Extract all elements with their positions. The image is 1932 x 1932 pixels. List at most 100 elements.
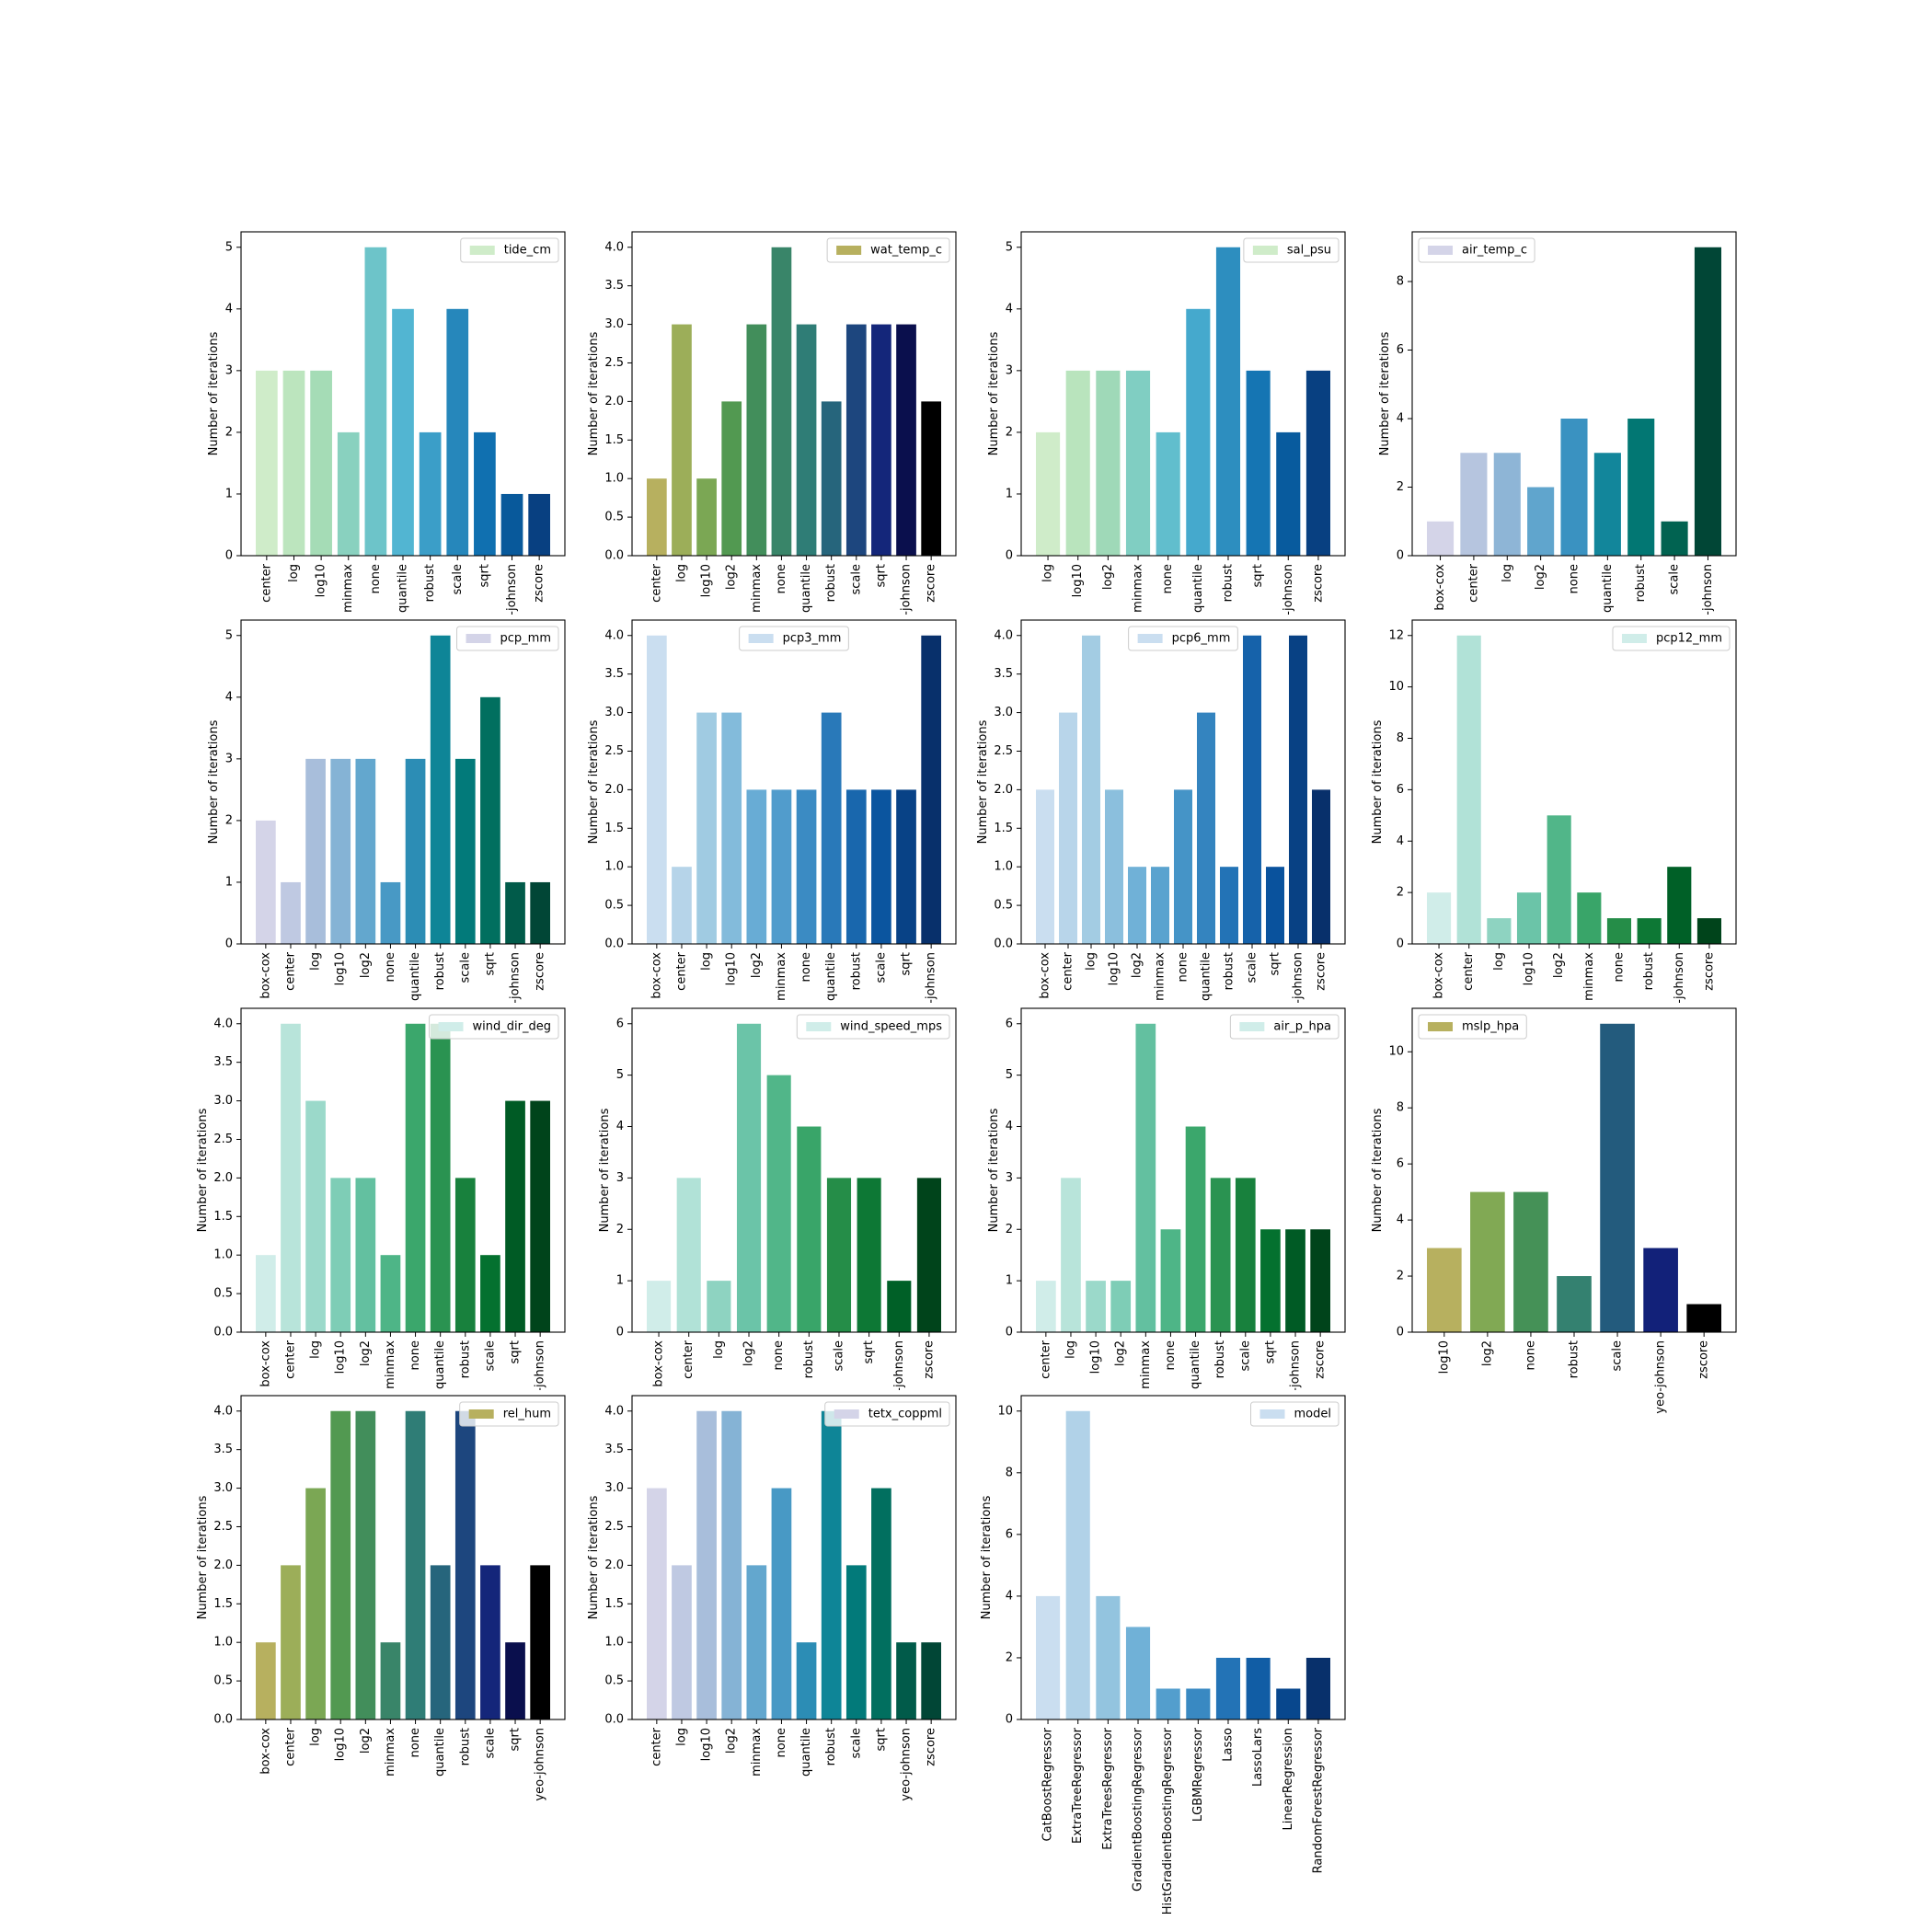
- x-tick-label: zscore: [925, 1728, 938, 1766]
- x-tick-label: minmax: [750, 1728, 764, 1777]
- x-tick-label: log2: [359, 1340, 373, 1366]
- bar: [857, 1178, 881, 1332]
- x-tick-label: log: [309, 1340, 323, 1359]
- bar: [355, 1410, 376, 1719]
- bar: [771, 789, 792, 944]
- bar: [766, 1075, 791, 1332]
- y-tick-label: 4: [225, 302, 233, 316]
- legend-swatch: [836, 246, 862, 255]
- y-tick-label: 12: [1388, 628, 1404, 642]
- bar: [1215, 1657, 1241, 1719]
- x-tick-label: sqrt: [862, 1340, 876, 1363]
- y-tick-label: 0.5: [604, 511, 624, 524]
- x-tick-label: log: [1501, 564, 1514, 582]
- x-tick-label: robust: [433, 952, 447, 990]
- legend-frame: [826, 237, 950, 263]
- bar: [647, 1488, 667, 1719]
- y-axis-label: Number of iterations: [980, 1495, 994, 1619]
- y-tick-label: 3: [225, 363, 233, 377]
- y-tick-label: 3: [1006, 1171, 1013, 1185]
- x-tick-label: Lasso: [1221, 1728, 1235, 1762]
- bar: [672, 867, 692, 944]
- bar: [821, 1410, 842, 1719]
- y-tick-label: 0.5: [213, 1674, 233, 1688]
- legend-label: model: [1294, 1408, 1331, 1421]
- bar: [1627, 419, 1655, 556]
- bar: [721, 712, 742, 944]
- legend-label: wat_temp_c: [870, 244, 942, 258]
- x-tick-label: zscore: [1315, 952, 1328, 991]
- x-tick-label: GradientBoostingRegressor: [1132, 1727, 1145, 1892]
- legend-label: mslp_hpa: [1462, 1020, 1519, 1034]
- x-tick-label: robust: [802, 1340, 816, 1378]
- bar: [454, 758, 476, 944]
- y-tick-label: 2: [225, 813, 233, 827]
- axes-frame: [1411, 231, 1737, 557]
- bar: [480, 1565, 500, 1719]
- bar: [1174, 789, 1192, 944]
- x-tick-label: robust: [1642, 952, 1656, 990]
- x-tick-label: center: [682, 1340, 696, 1378]
- y-tick-label: 1: [225, 875, 233, 889]
- x-tick-label: log: [287, 564, 301, 582]
- y-tick-label: 1.5: [213, 1210, 233, 1224]
- y-tick-label: 1: [225, 487, 233, 500]
- y-tick-label: 2: [1397, 886, 1404, 900]
- x-tick-label: log2: [1480, 1340, 1494, 1366]
- bar: [454, 1410, 476, 1719]
- bar: [505, 1642, 525, 1719]
- x-tick-label: log10: [334, 1728, 348, 1761]
- bar: [1456, 635, 1481, 944]
- bar: [380, 881, 401, 944]
- y-tick-label: 2.0: [213, 1171, 233, 1185]
- y-tick-label: 2: [1397, 480, 1404, 494]
- bar: [1220, 867, 1238, 944]
- x-tick-label: log: [1064, 1340, 1077, 1359]
- y-tick-label: 3.5: [213, 1055, 233, 1069]
- x-tick-label: yeo-johnson: [534, 1728, 547, 1801]
- bar: [1643, 1248, 1678, 1332]
- bar: [921, 635, 941, 944]
- y-tick-label: 3.0: [213, 1094, 233, 1108]
- x-tick-label: LinearRegression: [1282, 1728, 1295, 1831]
- x-tick-label: zscore: [533, 564, 546, 603]
- y-tick-label: 4: [1006, 1120, 1013, 1133]
- x-tick-label: robust: [824, 1728, 838, 1765]
- bar: [446, 308, 469, 556]
- y-tick-label: 6: [616, 1017, 624, 1030]
- bar: [430, 1565, 451, 1719]
- bar: [696, 478, 717, 556]
- bar: [721, 401, 742, 556]
- y-tick-label: 3.0: [604, 317, 624, 331]
- axes-frame: [240, 1007, 566, 1333]
- y-axis-label: Number of iterations: [1371, 719, 1385, 844]
- x-tick-label: none: [772, 1340, 786, 1370]
- x-tick-label: none: [384, 952, 397, 982]
- y-tick-label: 8: [1397, 275, 1404, 289]
- bar: [647, 1281, 672, 1332]
- y-tick-label: 3.0: [213, 1481, 233, 1495]
- bar: [1694, 247, 1721, 556]
- x-tick-label: robust: [1223, 952, 1236, 990]
- y-tick-label: 3: [1006, 363, 1013, 377]
- y-tick-label: 4.0: [604, 1404, 624, 1418]
- x-tick-label: scale: [849, 1728, 863, 1759]
- y-tick-label: 4: [1006, 302, 1013, 316]
- y-tick-label: 2.0: [994, 783, 1013, 797]
- y-tick-label: 4: [225, 690, 233, 704]
- x-tick-label: minmax: [384, 1728, 397, 1777]
- bar: [256, 820, 276, 944]
- y-tick-label: 8: [1397, 731, 1404, 745]
- x-tick-label: sqrt: [874, 564, 888, 587]
- x-tick-label: log: [1041, 564, 1055, 582]
- y-tick-label: 3.5: [994, 667, 1013, 681]
- y-tick-label: 0: [616, 1326, 624, 1340]
- x-tick-label: zscore: [925, 564, 938, 603]
- y-tick-label: 2.5: [604, 1520, 624, 1534]
- x-tick-label: sqrt: [874, 1728, 888, 1751]
- x-tick-label: robust: [458, 1340, 472, 1378]
- bar: [528, 493, 550, 556]
- x-tick-label: scale: [483, 1728, 497, 1759]
- x-tick-label: scale: [1238, 1340, 1252, 1372]
- legend-frame: [429, 1014, 559, 1040]
